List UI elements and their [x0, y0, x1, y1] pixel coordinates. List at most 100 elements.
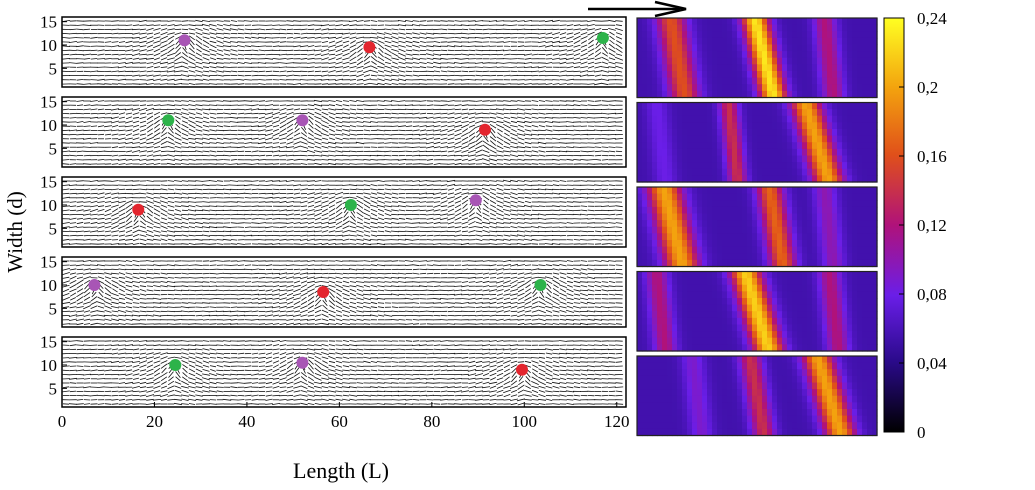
heatmap-cell: [652, 57, 658, 65]
heatmap-cell: [707, 284, 713, 292]
heatmap-cell: [842, 135, 848, 143]
heatmap-cell: [642, 402, 648, 410]
heatmap-cell: [757, 304, 763, 312]
heatmap-cell: [812, 259, 818, 268]
heatmap-cell: [842, 356, 848, 364]
heatmap-cell: [857, 64, 863, 72]
heatmap-cell: [847, 37, 853, 46]
heatmap-cell: [817, 51, 823, 59]
heatmap-cell: [702, 409, 708, 417]
heatmap-cell: [717, 369, 723, 377]
heatmap-cell: [667, 253, 673, 261]
heatmap-cell: [862, 122, 868, 130]
heatmap-cell: [652, 389, 658, 397]
heatmap-cell: [817, 311, 823, 319]
heatmap-cell: [867, 382, 873, 390]
heatmap-cell: [702, 122, 708, 130]
heatmap-cell: [847, 304, 853, 312]
heatmap-cell: [822, 311, 828, 319]
heatmap-cell: [772, 220, 778, 228]
heatmap-cell: [832, 291, 838, 299]
heatmap-cell: [747, 428, 753, 437]
heatmap-cell: [827, 233, 833, 241]
heatmap-cell: [762, 148, 768, 157]
heatmap-cell: [662, 259, 668, 268]
heatmap-cell: [772, 317, 778, 326]
heatmap-cell: [727, 240, 733, 248]
heatmap-cell: [812, 109, 818, 117]
heatmap-cell: [707, 175, 713, 183]
heatmap-cell: [677, 135, 683, 143]
heatmap-cell: [762, 356, 768, 364]
heatmap-cell: [837, 18, 843, 26]
heatmap-cell: [832, 77, 838, 85]
heatmap-cell: [722, 271, 728, 279]
heatmap-cell: [702, 220, 708, 228]
heatmap-cell: [867, 317, 873, 326]
heatmap-cell: [852, 31, 858, 39]
heatmap-cell: [777, 206, 783, 215]
heatmap-cell: [812, 233, 818, 241]
heatmap-cell: [647, 317, 653, 326]
heatmap-cell: [782, 148, 788, 157]
heatmap-cell: [827, 44, 833, 52]
heatmap-cell: [812, 240, 818, 248]
heatmap-cell: [752, 64, 758, 72]
heatmap-cell: [712, 193, 718, 201]
heatmap-cell: [777, 337, 783, 345]
heatmap-cell: [762, 291, 768, 299]
heatmap-cell: [762, 90, 768, 99]
heatmap-cell: [807, 109, 813, 117]
heatmap-cell: [737, 142, 743, 150]
heatmap-cell: [857, 200, 863, 208]
heatmap-cell: [722, 304, 728, 312]
colorbar-tick-label: 0: [917, 423, 926, 442]
heatmap-cell: [672, 278, 678, 286]
heatmap-cell: [812, 369, 818, 377]
heatmap-cell: [637, 362, 643, 370]
heatmap-cell: [677, 193, 683, 201]
heatmap-cell: [862, 148, 868, 157]
heatmap-cell: [677, 375, 683, 384]
flow-panel-frame: [61, 16, 627, 88]
heatmap-cell: [667, 402, 673, 410]
heatmap-cell: [802, 115, 808, 123]
heatmap-cell: [857, 135, 863, 143]
flow-vectors: [61, 99, 624, 166]
heatmap-cell: [717, 311, 723, 319]
heatmap-cell: [787, 311, 793, 319]
heatmap-cell: [777, 213, 783, 221]
heatmap-cell: [667, 337, 673, 345]
heatmap-cell: [827, 311, 833, 319]
heatmap-cell: [672, 129, 678, 137]
heatmap-cell: [767, 409, 773, 417]
x-axis: 0 20 40 60 80 100 120: [58, 402, 630, 431]
heatmap-cell: [832, 415, 838, 423]
heatmap-cell: [767, 331, 773, 339]
heatmap-cell: [822, 37, 828, 46]
heatmap-cell: [762, 44, 768, 52]
heatmap-cell: [807, 122, 813, 130]
heatmap-cell: [772, 375, 778, 384]
heatmap-cell: [647, 129, 653, 137]
heatmap-cell: [802, 142, 808, 150]
heatmap-cell: [857, 206, 863, 215]
heatmap-cell: [812, 395, 818, 403]
heatmap-cell: [842, 291, 848, 299]
heatmap-cell: [787, 324, 793, 332]
heatmap-cell: [842, 389, 848, 397]
heatmap-cell: [872, 259, 878, 268]
heatmap-cell: [682, 291, 688, 299]
heatmap-cell: [712, 362, 718, 370]
heatmap-cell: [817, 155, 823, 163]
heatmap-cell: [702, 200, 708, 208]
heatmap-cell: [797, 415, 803, 423]
heatmap-cell: [757, 389, 763, 397]
heatmap-cell: [797, 291, 803, 299]
heatmap-cell: [792, 142, 798, 150]
heatmap-cell: [867, 37, 873, 46]
heatmap-cell: [767, 168, 773, 176]
heatmap-cell: [837, 304, 843, 312]
heatmap-cell: [732, 115, 738, 123]
heatmap-cell: [807, 382, 813, 390]
